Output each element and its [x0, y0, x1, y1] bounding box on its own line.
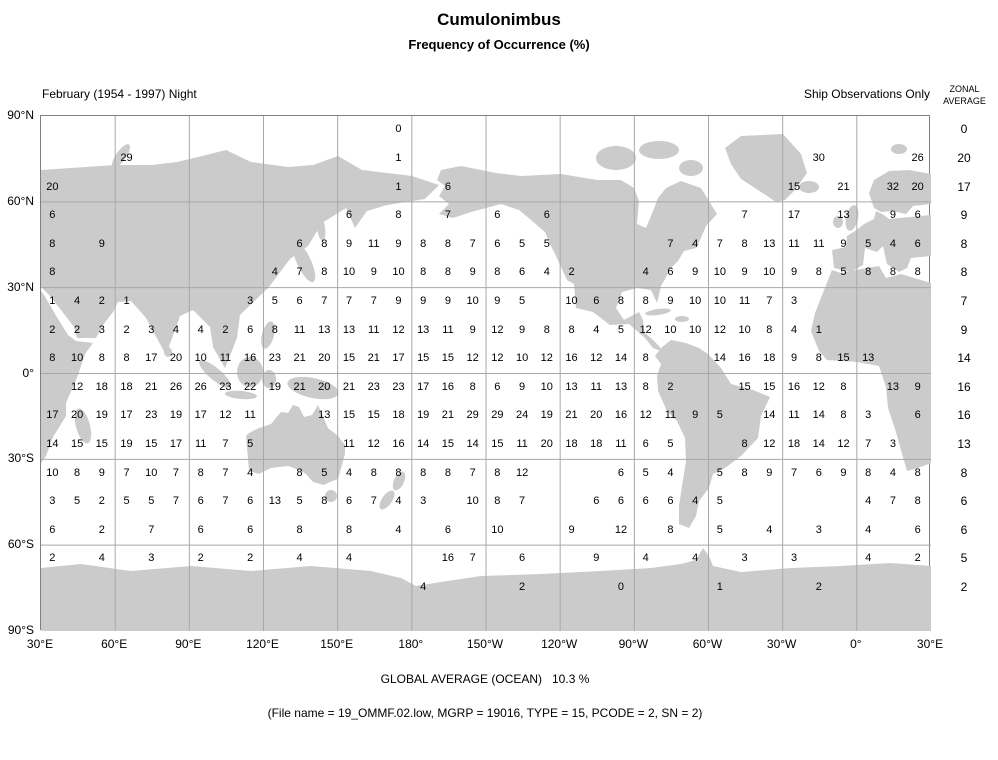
lon-axis-label: 180°	[398, 637, 424, 651]
island-java	[225, 390, 257, 400]
map-plot	[40, 115, 931, 631]
island-borneo	[237, 357, 263, 387]
zonal-average-value: 8	[960, 236, 968, 251]
island-cuba	[645, 308, 671, 316]
island-philippines	[261, 321, 275, 349]
landmass-north-america	[437, 166, 717, 352]
zonal-average-value: 17	[957, 179, 971, 194]
island-new-zealand-north	[392, 471, 406, 491]
page-title: Cumulonimbus	[437, 10, 561, 29]
lon-axis-label: 30°E	[26, 637, 54, 651]
island-new-zealand-south	[379, 490, 395, 510]
landmass-scandinavia	[869, 170, 931, 214]
file-info-label: (File name = 19_OMMF.02.low, MGRP = 1901…	[267, 706, 703, 720]
lon-axis-label: 60°W	[692, 637, 723, 651]
zonal-average-value: 7	[960, 293, 968, 308]
zonal-averages-column: 0 20 17 9 8 8 7 9 14 16 16 13 8 6 6 5 2	[933, 115, 996, 630]
page-subtitle: Frequency of Occurrence (%)	[408, 37, 590, 52]
lat-axis-label: 60°S	[7, 537, 34, 552]
lat-axis-label: 30°S	[7, 451, 34, 466]
zonal-average-value: 14	[957, 351, 971, 366]
island-ireland	[833, 216, 843, 228]
lon-axis-label: 0°	[850, 637, 862, 651]
zonal-average-value: 20	[957, 150, 971, 165]
lon-axis-label: 150°W	[466, 637, 504, 651]
lon-axis-label: 30°E	[916, 637, 944, 651]
lon-axis-labels: 30°E 60°E 90°E 120°E 150°E 180° 150°W 120°W 90°W…	[27, 637, 943, 653]
zonal-average-value: 9	[960, 208, 968, 223]
zonal-average-value: 8	[960, 265, 968, 280]
landmass-australia	[246, 405, 345, 485]
lat-axis-label: 60°N	[7, 193, 34, 208]
zonal-average-value: 6	[960, 522, 968, 537]
lat-axis-label: 90°N	[7, 108, 34, 122]
zonal-average-value: 13	[957, 437, 971, 452]
island-new-guinea	[287, 376, 339, 400]
zonal-average-value: 2	[960, 580, 968, 595]
zonal-header-line1: ZONAL	[949, 84, 980, 94]
island-novaya-zemlya	[111, 144, 131, 168]
world-map-svg	[41, 116, 931, 631]
island-japan	[292, 241, 316, 283]
graticule-gridlines	[41, 116, 931, 631]
zonal-average-value: 9	[960, 322, 968, 337]
island-sulawesi	[262, 370, 276, 388]
lon-axis-label: 120°W	[541, 637, 578, 651]
zonal-average-header: ZONAL AVERAGE	[933, 83, 996, 107]
source-label: Ship Observations Only	[803, 87, 930, 101]
island-sakhalin	[316, 215, 326, 241]
lat-axis-label: 30°N	[7, 279, 34, 294]
zonal-average-value: 16	[957, 379, 971, 394]
zonal-average-value: 5	[960, 551, 968, 566]
lon-axis-label: 120°E	[246, 637, 279, 651]
lon-axis-label: 150°E	[320, 637, 354, 651]
lon-axis-label: 60°E	[101, 637, 128, 651]
zonal-average-value: 6	[960, 494, 968, 509]
islands-canadian-arctic-1	[596, 146, 636, 170]
lat-axis-label: 90°S	[7, 623, 34, 637]
global-average-label: GLOBAL AVERAGE (OCEAN) 10.3 %	[380, 672, 590, 686]
zonal-average-value: 16	[957, 408, 971, 423]
island-tasmania	[325, 490, 337, 502]
lat-axis-label: 0°	[22, 365, 34, 380]
island-iceland	[799, 181, 819, 193]
landmass-africa-east	[41, 291, 93, 463]
island-svalbard	[891, 144, 907, 154]
lon-axis-label: 90°E	[175, 637, 202, 651]
island-madagascar	[74, 408, 92, 444]
zonal-average-value: 8	[960, 465, 968, 480]
islands-canadian-arctic-2	[639, 141, 679, 159]
lat-axis-labels: 90°N 60°N 30°N 0° 30°S 60°S 90°S	[0, 108, 36, 637]
lon-axis-label: 30°W	[766, 637, 797, 651]
island-great-britain	[845, 205, 859, 231]
zonal-average-value: 0	[960, 122, 968, 137]
islands-canadian-arctic-3	[679, 160, 703, 176]
island-sri-lanka	[164, 347, 172, 357]
landmass-south-america	[655, 340, 770, 528]
landmass-eurasia	[41, 150, 439, 368]
island-hispaniola	[675, 316, 689, 322]
zonal-header-line2: AVERAGE	[943, 96, 986, 106]
landmass-greenland	[725, 134, 807, 202]
landmass-africa-west	[811, 266, 931, 471]
period-label: February (1954 - 1997) Night	[42, 87, 197, 101]
lon-axis-label: 90°W	[618, 637, 649, 651]
